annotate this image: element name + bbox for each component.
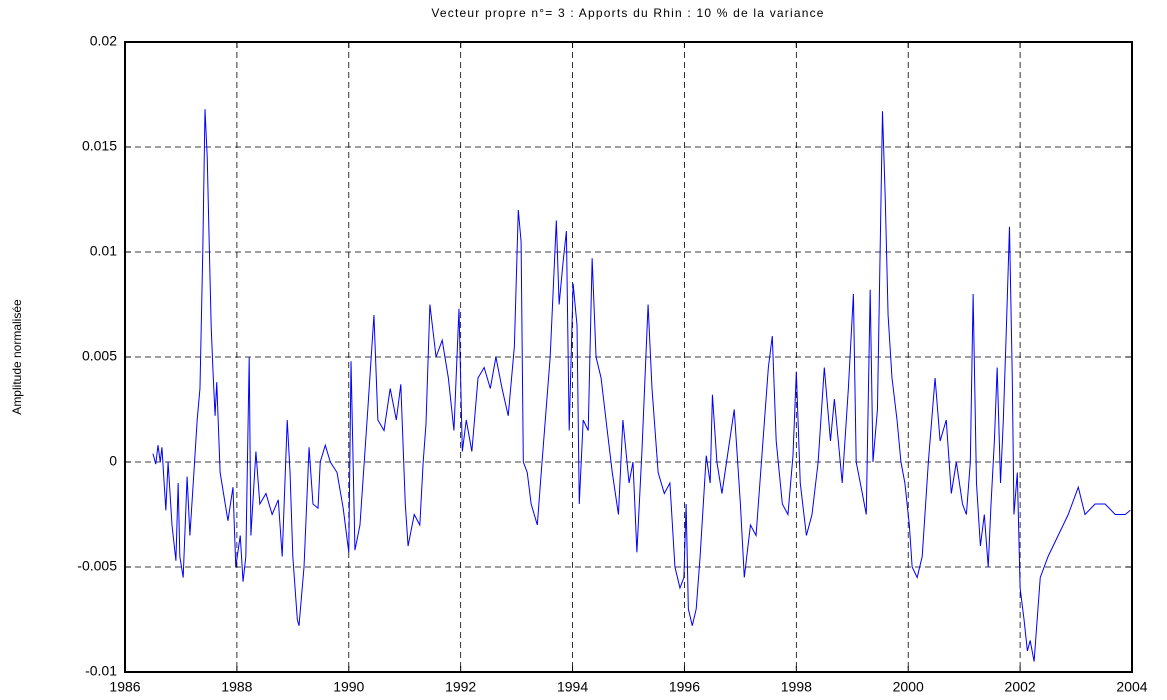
x-tick-label: 2000 [893, 679, 924, 695]
y-tick-label: -0.01 [85, 663, 117, 679]
x-tick-label: 2004 [1116, 679, 1147, 695]
x-tick-label: 1988 [221, 679, 252, 695]
y-tick-label: 0.02 [90, 33, 117, 49]
x-tick-label: 2002 [1005, 679, 1036, 695]
y-tick-label: 0.015 [82, 138, 117, 154]
y-tick-label: 0 [109, 453, 117, 469]
chart-title: Vecteur propre n°= 3 : Apports du Rhin :… [431, 6, 824, 20]
x-tick-label: 1998 [781, 679, 812, 695]
y-axis-label: Amplitude normalisée [10, 299, 24, 415]
data-line [152, 109, 1131, 662]
x-tick-label: 1996 [669, 679, 700, 695]
x-tick-label: 1986 [109, 679, 140, 695]
x-tick-label: 1992 [445, 679, 476, 695]
x-tick-label: 1994 [557, 679, 588, 695]
y-tick-label: 0.005 [82, 348, 117, 364]
y-tick-label: 0.01 [90, 243, 117, 259]
plot-frame [124, 41, 1133, 673]
x-tick-label: 1990 [333, 679, 364, 695]
y-tick-label: -0.005 [77, 558, 117, 574]
